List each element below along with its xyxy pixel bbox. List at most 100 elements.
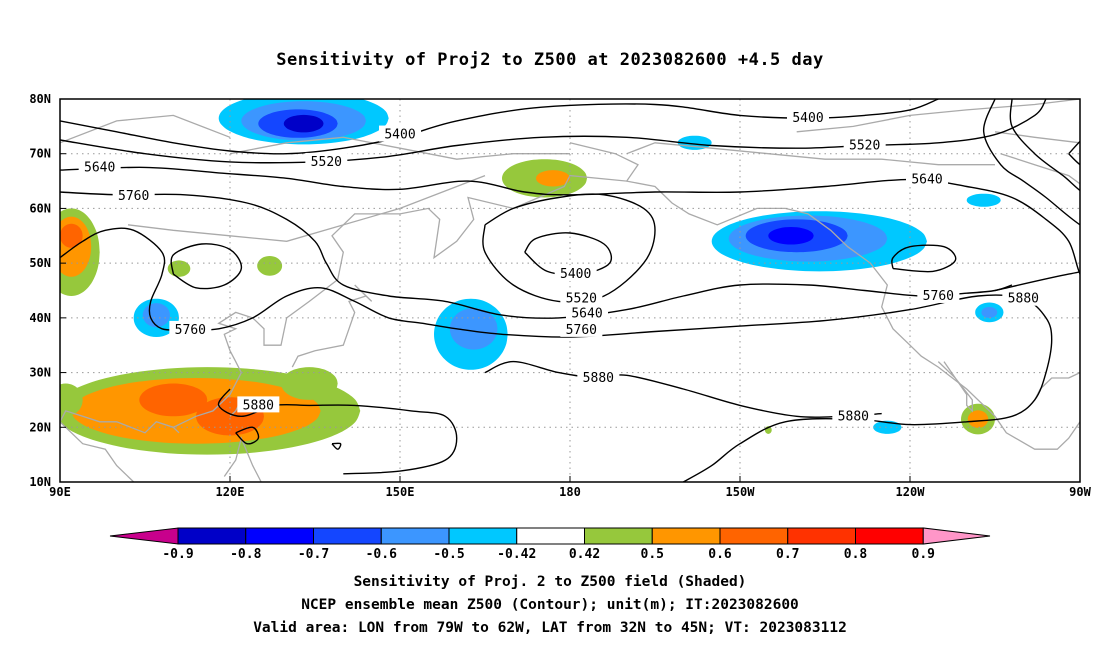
contour-label: 5520: [311, 155, 342, 170]
colorbar-segment: [177, 527, 247, 545]
sensitivity-patch: [536, 170, 570, 187]
contour-label-background: [554, 265, 597, 282]
z500-contour-line: [217, 388, 458, 475]
z500-contour-line: [994, 271, 1080, 292]
coastline-segment: [172, 426, 180, 434]
coastline-segment: [60, 421, 135, 482]
lon-tick-label: 150E: [386, 485, 415, 499]
lat-tick-label: 40N: [29, 311, 51, 325]
contour-label: 5400: [560, 267, 591, 282]
z500-contour-line: [982, 99, 1080, 226]
contour-label: 5880: [838, 409, 869, 424]
lat-tick-label: 50N: [29, 256, 51, 270]
z500-contour-line: [235, 426, 260, 445]
contour-label: 5400: [792, 111, 823, 126]
contour-label: 5760: [118, 189, 149, 204]
caption-valid-area: Valid area: LON from 79W to 62W, LAT fro…: [253, 620, 847, 636]
lon-tick-label: 90W: [1069, 485, 1091, 499]
colorbar-segment: [584, 527, 653, 545]
contour-label: 5640: [571, 306, 602, 321]
z500-contour-line: [60, 227, 1053, 482]
contour-label-background: [560, 320, 603, 337]
colorbar-segment: [313, 527, 382, 545]
contour-label-background: [237, 396, 280, 413]
z500-contour-line: [524, 232, 612, 276]
caption-contour: NCEP ensemble mean Z500 (Contour); unit(…: [301, 597, 799, 613]
colorbar-segment: [516, 527, 585, 545]
contour-label-background: [560, 289, 603, 306]
sensitivity-patch: [981, 306, 998, 318]
contour-label-background: [917, 286, 960, 303]
z500-contour-line: [60, 191, 1013, 319]
colorbar-segment: [651, 527, 721, 545]
lon-tick-label: 120W: [896, 485, 926, 499]
coastline-segment: [796, 99, 1080, 133]
z500-contour-line: [482, 193, 656, 303]
contour-label-background: [832, 407, 875, 424]
coastline-segment: [60, 142, 639, 434]
sensitivity-patch: [142, 303, 170, 328]
colorbar-extend-high: [922, 527, 991, 545]
z500-contour-line: [331, 442, 342, 450]
map-title: Sensitivity of Proj2 to Z500 at 20230826…: [276, 50, 824, 70]
colorbar-segment: [380, 527, 450, 545]
colorbar-label: 0.5: [641, 547, 664, 562]
sensitivity-patch: [768, 227, 814, 245]
contour-label-background: [787, 109, 829, 126]
coastline-segment: [626, 180, 1080, 450]
lon-tick-label: 120E: [216, 485, 245, 499]
colorbar-label: 0.9: [912, 547, 935, 562]
contour-label: 5880: [243, 398, 274, 413]
coastline-segment: [229, 136, 570, 160]
contour-label: 5760: [566, 323, 597, 338]
contour-label: 5760: [175, 323, 206, 338]
contour-label: 5520: [566, 292, 597, 307]
colorbar-label: -0.8: [230, 547, 261, 562]
sensitivity-patch: [139, 383, 208, 417]
colorbar-segment: [855, 527, 924, 545]
colorbar-label: -0.6: [366, 547, 397, 562]
coastline-segment: [626, 142, 995, 166]
colorbar-label: 0.6: [708, 547, 732, 562]
coastline-segment: [291, 284, 373, 368]
contour-label: 5520: [849, 139, 880, 154]
coastline-segment: [127, 174, 486, 242]
colorbar-segment: [787, 527, 856, 545]
lon-tick-label: 180: [559, 485, 581, 499]
contour-label-background: [112, 186, 155, 203]
sensitivity-patch: [449, 308, 498, 350]
contour-label: 5880: [583, 371, 614, 386]
colorbar: -0.9 -0.8 -0.7 -0.6 -0.5 -0.42 0.42 0.5 0.6 0.7 0.…: [109, 527, 991, 562]
caption-shaded: Sensitivity of Proj. 2 to Z500 field (Sh…: [353, 574, 747, 590]
coastline-segment: [937, 361, 973, 413]
lat-tick-label: 80N: [29, 92, 51, 106]
colorbar-extend-low: [109, 527, 179, 545]
sensitivity-patch: [281, 367, 338, 400]
lat-tick-label: 30N: [29, 366, 51, 380]
contour-label-background: [566, 304, 608, 321]
z500-contour-line: [170, 243, 243, 290]
contour-label: 5640: [911, 172, 942, 187]
sensitivity-patch: [60, 223, 83, 248]
contour-label: 5640: [84, 160, 115, 175]
contour-label-background: [169, 320, 212, 337]
contour-labels: 5400540055205520564056405760528054005520…: [78, 109, 1045, 424]
colorbar-segment: [719, 527, 789, 545]
z500-contour-line: [60, 99, 1047, 164]
sensitivity-patch: [60, 383, 83, 417]
colorbar-label: -0.5: [433, 547, 464, 562]
lat-tick-label: 70N: [29, 147, 51, 161]
z500-contour-line: [1009, 99, 1080, 192]
colorbar-label: -0.7: [298, 547, 329, 562]
z500-contour-line: [484, 360, 882, 418]
lat-tick-label: 60N: [29, 201, 51, 215]
contour-label-background: [379, 125, 421, 142]
sensitivity-patch: [966, 193, 1001, 207]
contour-label: 5400: [384, 128, 415, 143]
colorbar-label: 0.8: [844, 547, 868, 562]
contour-label-background: [577, 369, 620, 386]
contour-label: 5760: [923, 289, 954, 304]
sensitivity-patch: [283, 114, 324, 133]
